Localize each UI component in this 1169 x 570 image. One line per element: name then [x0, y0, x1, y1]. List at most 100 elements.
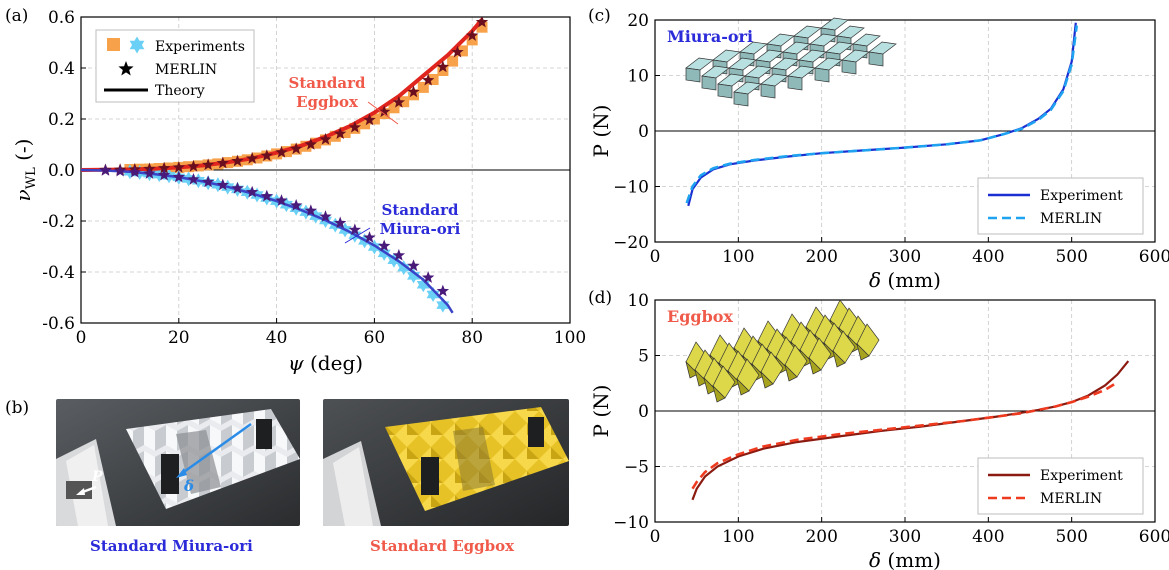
miura-merlin-point [378, 239, 391, 252]
miura-merlin-point [275, 194, 288, 206]
annotation-eggbox-line1: Standard [289, 74, 366, 92]
chart-c-x-tick-label: 0 [650, 247, 661, 267]
eggbox-exp-point [476, 21, 488, 33]
chart-a-y-tick-label: -0.4 [42, 263, 75, 283]
chart-c-x-tick-label: 500 [1055, 247, 1087, 267]
chart-c-y-tick-label: 0 [638, 122, 649, 142]
chart-c: 0 100 200 300 400 500 60020100−10−20Miura-oriP… [589, 11, 1169, 292]
miura-exp-point [407, 268, 421, 284]
eggbox-exp-point [408, 89, 419, 101]
eggbox-merlin-point [289, 142, 303, 155]
miura-merlin-point [304, 204, 318, 217]
eggbox-merlin-point [260, 149, 273, 161]
miura-merlin-point [172, 170, 185, 183]
miura-merlin-point [436, 284, 450, 297]
chart-a-y-tick-label: -0.6 [42, 314, 75, 334]
chart-a: 0 20 40 60 80 100 0.6 0.4 0.2 0.0 -0.2 -0.4 -0.6 νWL … [11, 8, 586, 375]
chart-d-legend: Experiment MERLIN [977, 457, 1144, 515]
legend-hex-icon [129, 36, 145, 54]
eggbox-merlin-point [475, 17, 489, 28]
panel-d-letter: (d) [588, 288, 613, 308]
miura-merlin-point [113, 164, 127, 177]
eggbox-exp-point [359, 118, 371, 130]
chart-a-x-tick-label: 100 [554, 328, 586, 348]
chart-a-x-tick-label: 40 [266, 328, 288, 348]
eggbox-merlin-point [275, 145, 288, 158]
chart-d-y-label: P (N) [589, 385, 613, 438]
chart-c-merlin-line [685, 25, 1078, 204]
miura-merlin-point [201, 175, 215, 188]
miura-merlin-point [231, 181, 244, 194]
photo-right-caption: Standard Eggbox [370, 537, 515, 555]
chart-d-frame [654, 299, 1156, 523]
chart-a-y-tick-label: 0.4 [48, 59, 75, 79]
chart-c-y-tick-label: −20 [613, 233, 649, 253]
annotation-eggbox-line2: Eggbox [296, 93, 359, 111]
chart-c-legend-merlin: MERLIN [1040, 211, 1102, 227]
miura-merlin-point [348, 223, 362, 236]
chart-c-legend: Experiment MERLIN [977, 177, 1144, 235]
eggbox-exp-point [447, 55, 459, 67]
eggbox-merlin-point [348, 120, 362, 133]
eggbox-merlin-point [422, 73, 435, 86]
chart-d-x-tick-label: 300 [889, 527, 921, 547]
chart-a-x-tick-label: 60 [364, 328, 386, 348]
eggbox-merlin-point [157, 161, 171, 174]
eggbox-exp-point [466, 34, 478, 46]
eggbox-exp-point [427, 74, 439, 85]
eggbox-merlin-point [466, 29, 479, 41]
legend-theory: Theory [155, 83, 205, 99]
miura-merlin-point [319, 210, 332, 222]
miura-merlin-point [99, 164, 112, 176]
chart-d-x-tick-label: 400 [972, 527, 1004, 547]
photo-left-caption: Standard Miura-ori [90, 537, 253, 555]
chart-d-x-tick-label: 500 [1055, 527, 1087, 547]
chart-c-x-label: δ (mm) [869, 268, 941, 292]
eggbox-exp-point [388, 102, 400, 114]
miura-merlin-point [363, 231, 376, 243]
annotation-miura-line1: Standard [382, 201, 459, 219]
chart-c-y-tick-label: 10 [627, 67, 649, 87]
chart-d-y-tick-label: 10 [627, 291, 649, 311]
chart-d-x-tick-label: 600 [1139, 527, 1169, 547]
photo-eggbox [323, 399, 569, 526]
chart-d-y-tick-label: 0 [638, 402, 649, 422]
chart-a-y-label: νWL (-) [11, 139, 39, 202]
chart-d-x-tick-label: 0 [650, 527, 661, 547]
legend-experiments: Experiments [155, 39, 245, 55]
miura-merlin-point [422, 271, 435, 283]
annotation-miura-line2: Miura-ori [380, 220, 461, 238]
eggbox-merlin-point [392, 95, 406, 108]
chart-d-title: Eggbox [667, 307, 733, 326]
miura-merlin-point [289, 198, 303, 211]
chart-c-x-tick-label: 300 [889, 247, 921, 267]
chart-c-x-tick-label: 100 [722, 247, 754, 267]
eggbox-merlin-point [451, 45, 464, 58]
eggbox-merlin-point [201, 158, 215, 171]
chart-d-x-tick-label: 100 [722, 527, 754, 547]
miura-merlin-point [128, 165, 141, 178]
eggbox-merlin-point [436, 60, 450, 73]
miura-merlin-point [245, 185, 259, 198]
chart-c-frame [654, 19, 1156, 243]
eggbox-exp-point [437, 65, 449, 76]
eggbox-model-icon [685, 299, 880, 403]
chart-d-y-tick-label: 5 [638, 347, 649, 367]
chart-c-y-tick-label: 20 [627, 11, 649, 31]
chart-a-x-tick-label: 0 [76, 328, 87, 348]
miura-merlin-point [187, 172, 200, 185]
miura-merlin-point [143, 167, 156, 179]
miura-merlin-point [333, 216, 347, 229]
chart-c-title: Miura-ori [667, 27, 753, 46]
chart-d: 0 100 200 300 400 500 600 10 5 0 −5 −10 Eggbox P (N) δ… [589, 291, 1169, 570]
chart-d-x-label: δ (mm) [869, 548, 941, 570]
chart-c-y-label: P (N) [589, 105, 613, 158]
legend-square-icon [107, 38, 120, 51]
chart-d-legend-experiment: Experiment [1040, 468, 1123, 484]
miura-merlin-point [407, 259, 420, 272]
annotation-miura-pointer [344, 227, 371, 244]
chart-d-legend-merlin: MERLIN [1040, 491, 1102, 507]
panel-b-letter: (b) [5, 398, 30, 418]
eggbox-exp-point [300, 140, 312, 152]
